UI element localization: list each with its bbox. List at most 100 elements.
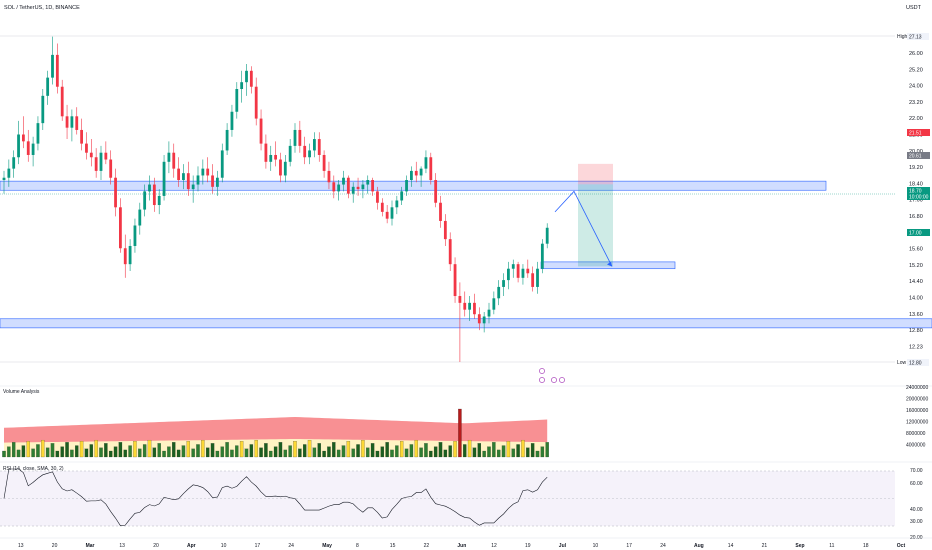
time-axis[interactable]: 13 20 Mar 13 20 Apr 10 17 24 May 8 15 22 Jun 12 19 Jul 10… bbox=[18, 543, 905, 549]
volume-bar bbox=[288, 445, 292, 458]
price-axis[interactable]: 26.0025.2024.0023.2022.0021.0020.0019.20… bbox=[897, 33, 930, 367]
volume-bar bbox=[424, 443, 428, 458]
volume-bar bbox=[283, 449, 288, 458]
volume-bar bbox=[41, 439, 45, 458]
candle-body bbox=[283, 161, 287, 176]
candle-body bbox=[75, 116, 79, 130]
candle-body bbox=[502, 280, 505, 287]
volume-bar bbox=[429, 450, 433, 458]
candle-body bbox=[206, 168, 210, 176]
candle-body bbox=[177, 168, 180, 181]
candle-body bbox=[414, 170, 418, 176]
price-badge bbox=[907, 193, 930, 200]
candle-body bbox=[114, 177, 117, 208]
volume-bar bbox=[181, 445, 186, 458]
volume-bar bbox=[521, 439, 525, 458]
volume-bar bbox=[375, 450, 380, 458]
volume-bar bbox=[336, 449, 341, 458]
candle-body bbox=[128, 245, 132, 265]
candle-body bbox=[308, 150, 311, 158]
price-zone[interactable] bbox=[0, 180, 827, 191]
volume-title: Volume Analysis bbox=[3, 389, 40, 395]
candle-body bbox=[60, 86, 64, 117]
volume-bar bbox=[191, 448, 195, 458]
volume-bar bbox=[467, 439, 472, 458]
price-tick: 19.20 bbox=[909, 165, 923, 171]
candle-body bbox=[351, 186, 355, 194]
price-tick: 23.20 bbox=[909, 100, 923, 106]
time-tick: 21 bbox=[762, 543, 768, 549]
candle-body bbox=[279, 159, 282, 176]
candle-body bbox=[342, 177, 345, 185]
volume-bar bbox=[123, 449, 127, 458]
flag-icon[interactable] bbox=[551, 377, 557, 383]
price-badge-value: 10:00:00 bbox=[909, 195, 929, 201]
volume-bar bbox=[400, 441, 404, 458]
candle-body bbox=[245, 70, 248, 83]
time-tick: Jun bbox=[457, 543, 466, 549]
volume-bar bbox=[55, 450, 60, 458]
candle-body bbox=[94, 157, 98, 171]
trade-setup[interactable] bbox=[578, 163, 613, 267]
volume-bar bbox=[307, 439, 312, 458]
price-tick: 13.60 bbox=[909, 312, 923, 318]
candle-body bbox=[186, 173, 190, 190]
candle-body bbox=[322, 154, 326, 171]
volume-bar bbox=[118, 442, 123, 458]
stop-zone[interactable] bbox=[578, 163, 613, 185]
volume-bar bbox=[167, 446, 171, 458]
projection-arrowhead bbox=[607, 261, 612, 267]
time-tick: 15 bbox=[390, 543, 396, 549]
candle-body bbox=[439, 202, 442, 221]
flag-icon[interactable] bbox=[539, 377, 545, 383]
volume-bar bbox=[94, 439, 98, 458]
candle-body bbox=[317, 139, 321, 155]
flag-icon[interactable] bbox=[559, 377, 565, 383]
volume-bar bbox=[492, 442, 496, 458]
candle-body bbox=[507, 268, 510, 281]
volume-bar bbox=[327, 446, 331, 458]
event-icon[interactable] bbox=[539, 368, 545, 374]
candle-body bbox=[385, 211, 389, 219]
candle-body bbox=[36, 123, 40, 144]
volume-bar bbox=[463, 444, 467, 458]
volume-bar bbox=[142, 444, 147, 458]
volume-bar bbox=[409, 444, 414, 458]
volume-bar bbox=[497, 449, 501, 458]
price-tick: 20.00 bbox=[909, 149, 923, 155]
candle-body bbox=[361, 184, 365, 190]
projection-line[interactable] bbox=[554, 190, 613, 267]
target-zone[interactable] bbox=[578, 184, 613, 267]
projected-path[interactable] bbox=[554, 190, 613, 267]
candle-body bbox=[148, 184, 151, 192]
candle-body bbox=[172, 152, 176, 169]
time-tick: 11 bbox=[829, 543, 834, 549]
volume-tick: 24000000 bbox=[906, 385, 928, 391]
volume-bar bbox=[7, 446, 11, 458]
rsi-tick: 40.00 bbox=[910, 507, 923, 513]
volume-tick: 8000000 bbox=[906, 431, 926, 437]
event-markers[interactable] bbox=[539, 368, 565, 383]
price-zone[interactable] bbox=[0, 318, 932, 329]
volume-bar bbox=[443, 449, 448, 458]
volume-bar bbox=[540, 446, 545, 458]
time-tick: 17 bbox=[255, 543, 261, 549]
volume-bar bbox=[65, 442, 69, 458]
time-tick: 24 bbox=[288, 543, 294, 549]
candle-body bbox=[240, 82, 244, 90]
candle-body bbox=[220, 150, 224, 178]
time-tick: 13 bbox=[119, 543, 125, 549]
time-tick: Jul bbox=[559, 543, 567, 549]
candle-body bbox=[400, 191, 404, 201]
time-tick: 19 bbox=[525, 543, 531, 549]
candle-body bbox=[288, 145, 292, 162]
candle-body bbox=[191, 184, 195, 190]
candle-body bbox=[109, 159, 113, 178]
volume-bar bbox=[395, 445, 399, 458]
candle-body bbox=[429, 157, 433, 181]
price-zones[interactable] bbox=[0, 180, 932, 329]
price-tick: 24.00 bbox=[909, 84, 923, 90]
candle-body bbox=[380, 202, 384, 212]
price-tick: 14.40 bbox=[909, 279, 923, 285]
